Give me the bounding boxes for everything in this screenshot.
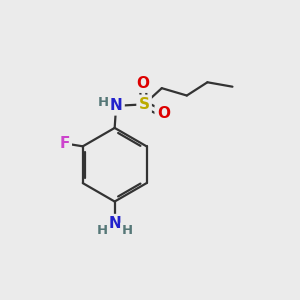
Text: H: H (98, 96, 109, 110)
Text: O: O (157, 106, 170, 121)
Text: F: F (59, 136, 70, 151)
Text: N: N (110, 98, 122, 113)
Text: S: S (139, 97, 150, 112)
Text: H: H (122, 224, 133, 237)
Text: N: N (108, 216, 121, 231)
Text: O: O (136, 76, 149, 91)
Text: H: H (97, 224, 108, 237)
